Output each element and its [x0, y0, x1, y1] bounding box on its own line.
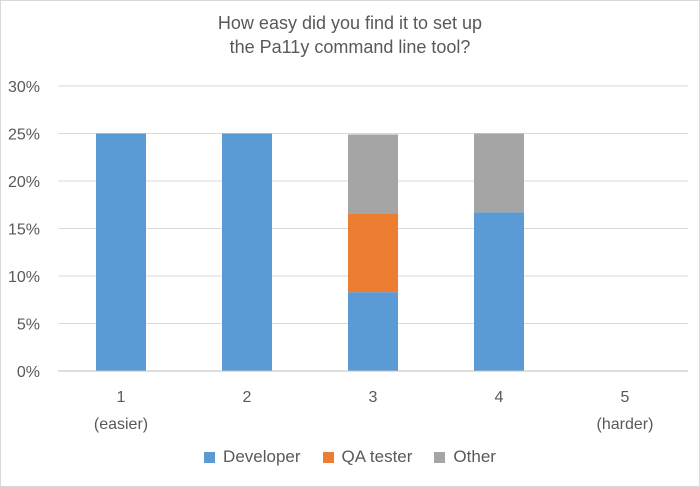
x-tick-label: 3 [369, 389, 378, 406]
y-tick-label: 25% [8, 127, 40, 144]
x-tick-sublabel: (easier) [94, 416, 148, 433]
legend-swatch-qa-tester [322, 451, 334, 463]
legend-swatch-other [434, 451, 446, 463]
x-tick-label: 5 [621, 389, 630, 406]
y-tick-label: 5% [17, 317, 40, 334]
bar-developer-1 [96, 133, 146, 371]
bar-other-3 [348, 134, 398, 214]
bar-qa-tester-3 [348, 213, 398, 293]
legend-label-developer: Developer [223, 447, 301, 466]
chart-legend: Developer QA tester Other [0, 447, 700, 467]
legend-item-developer: Developer [204, 447, 301, 467]
bar-developer-2 [222, 133, 272, 371]
y-tick-label: 20% [8, 174, 40, 191]
legend-item-qa-tester: QA tester [322, 447, 413, 467]
legend-label-other: Other [453, 447, 496, 466]
legend-label-qa-tester: QA tester [341, 447, 413, 466]
y-tick-label: 0% [17, 364, 40, 381]
y-tick-label: 30% [8, 79, 40, 96]
legend-item-other: Other [434, 447, 496, 467]
legend-swatch-developer [204, 451, 216, 463]
bar-developer-4 [474, 212, 524, 371]
chart-title-line-2: the Pa11y command line tool? [229, 37, 471, 57]
y-tick-label: 10% [8, 269, 40, 286]
x-tick-label: 2 [243, 389, 252, 406]
x-tick-label: 1 [117, 389, 126, 406]
bar-other-4 [474, 133, 524, 213]
x-tick-label: 4 [495, 389, 504, 406]
y-tick-label: 15% [8, 222, 40, 239]
x-tick-sublabel: (harder) [597, 416, 654, 433]
chart-title-line-1: How easy did you find it to set up [217, 13, 483, 33]
bar-developer-3 [348, 292, 398, 371]
